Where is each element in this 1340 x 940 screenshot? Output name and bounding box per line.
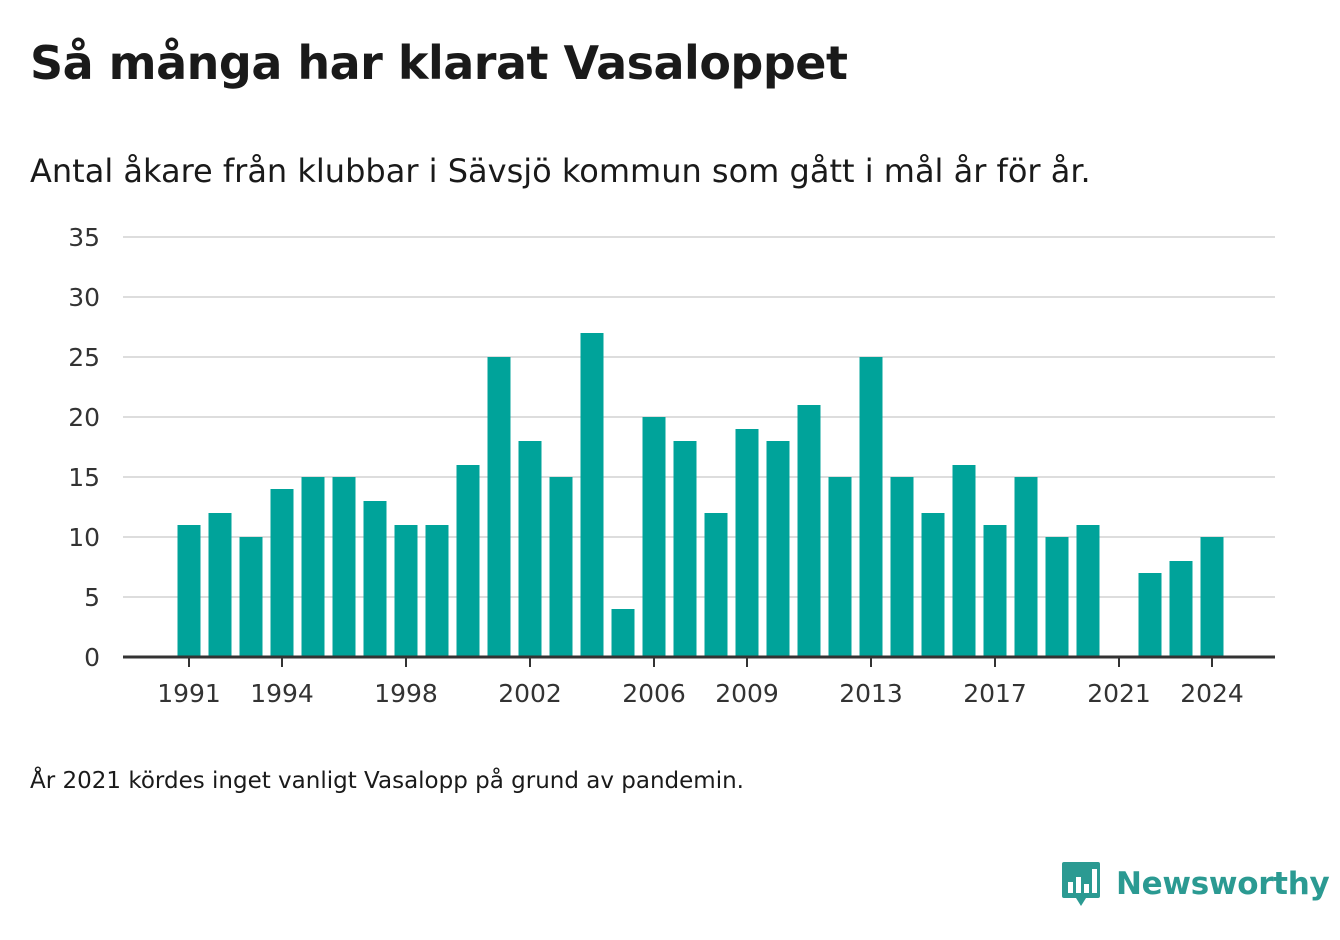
bar — [332, 477, 356, 657]
bar — [177, 525, 201, 657]
x-tick-label: 2009 — [715, 679, 779, 708]
bar — [735, 429, 759, 657]
x-tick-label: 2017 — [963, 679, 1027, 708]
y-tick-label: 5 — [84, 583, 100, 612]
bar — [549, 477, 573, 657]
bar — [642, 417, 666, 657]
bar — [828, 477, 852, 657]
newsworthy-logo-icon — [1062, 862, 1100, 906]
y-tick-label: 35 — [68, 223, 100, 252]
x-tick-label: 1991 — [157, 679, 221, 708]
bar — [301, 477, 325, 657]
bar — [921, 513, 945, 657]
x-tick-label: 2021 — [1087, 679, 1151, 708]
bar — [425, 525, 449, 657]
x-tick-label: 1998 — [374, 679, 438, 708]
chart-subtitle: Antal åkare från klubbar i Sävsjö kommun… — [30, 152, 1091, 190]
bar — [611, 609, 635, 657]
bar — [239, 537, 263, 657]
bar — [704, 513, 728, 657]
bar — [797, 405, 821, 657]
bar — [1076, 525, 1100, 657]
bar — [983, 525, 1007, 657]
bar — [952, 465, 976, 657]
y-tick-label: 20 — [68, 403, 100, 432]
chart-title: Så många har klarat Vasaloppet — [30, 36, 848, 90]
bar — [1200, 537, 1224, 657]
bar — [518, 441, 542, 657]
bar — [270, 489, 294, 657]
y-tick-label: 30 — [68, 283, 100, 312]
bar — [1169, 561, 1193, 657]
y-tick-label: 25 — [68, 343, 100, 372]
bar — [394, 525, 418, 657]
y-tick-label: 10 — [68, 523, 100, 552]
bar — [487, 357, 511, 657]
bar — [1014, 477, 1038, 657]
x-axis-ticks: 1991 1994 1998 2002 2006 2009 2013 2017 2021 2024 — [157, 657, 1244, 708]
bar — [859, 357, 883, 657]
y-tick-label: 15 — [68, 463, 100, 492]
bar — [673, 441, 697, 657]
brand-name: Newsworthy — [1116, 866, 1330, 902]
x-tick-label: 2013 — [839, 679, 903, 708]
footnote: År 2021 kördes inget vanligt Vasalopp på… — [30, 768, 744, 794]
brand: Newsworthy — [1060, 860, 1330, 908]
gridlines — [123, 236, 1275, 598]
bar — [1138, 573, 1162, 657]
bar — [208, 513, 232, 657]
bar — [456, 465, 480, 657]
bar — [1045, 537, 1069, 657]
bars — [177, 333, 1224, 657]
bar — [580, 333, 604, 657]
y-tick-label: 0 — [84, 643, 100, 672]
x-tick-label: 1994 — [250, 679, 314, 708]
x-tick-label: 2002 — [498, 679, 562, 708]
bar — [766, 441, 790, 657]
x-tick-label: 2024 — [1180, 679, 1244, 708]
y-axis-ticks: 0 5 10 15 20 25 30 35 — [68, 223, 100, 672]
x-tick-label: 2006 — [622, 679, 686, 708]
bar-chart: 0 5 10 15 20 25 30 35 1991 1994 1998 2002 2006 2009 2… — [68, 223, 1275, 708]
bar — [363, 501, 387, 657]
bar — [890, 477, 914, 657]
